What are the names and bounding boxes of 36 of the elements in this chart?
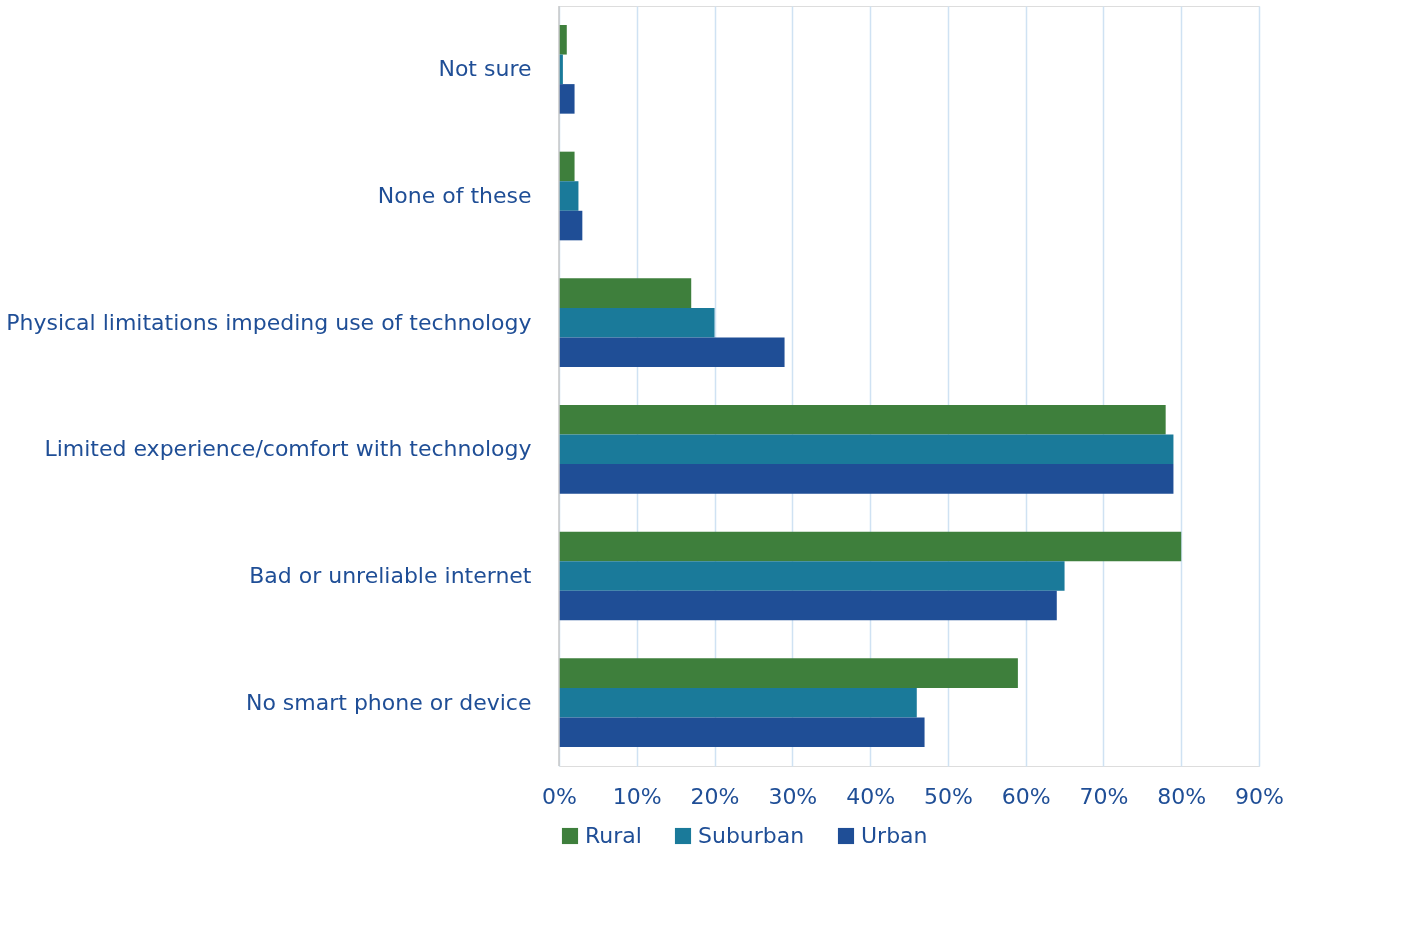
x-tick-label: 30% (768, 783, 818, 809)
bar (559, 687, 917, 718)
bar (559, 658, 1018, 688)
x-tick-label: 70% (1079, 783, 1129, 809)
x-tick-label: 0% (542, 783, 577, 809)
x-tick-label: 90% (1235, 783, 1284, 809)
bar (559, 278, 692, 308)
y-tick-label: Limited experience/comfort with technology (44, 436, 532, 462)
legend-label: Urban (861, 823, 928, 848)
legend-label: Rural (585, 823, 642, 848)
bar (559, 25, 567, 55)
bar (559, 405, 1166, 435)
bar (559, 181, 579, 211)
y-tick-label: No smart phone or device (245, 689, 532, 715)
bar (559, 561, 1065, 591)
bar (559, 590, 1057, 621)
bar (559, 434, 1174, 465)
bar (559, 531, 1182, 562)
y-tick-label: Not sure (438, 56, 532, 82)
bar (559, 717, 925, 747)
x-tick-label: 10% (612, 783, 662, 809)
y-tick-label: None of these (377, 183, 532, 208)
x-tick-label: 80% (1157, 783, 1207, 809)
bar (559, 210, 583, 241)
legend-label: Suburban (698, 823, 805, 848)
y-tick-label: Bad or unreliable internet (249, 563, 532, 588)
x-tick-label: 50% (923, 783, 973, 809)
bar (559, 151, 575, 182)
y-tick-label: Physical limitations impeding use of technology (6, 309, 532, 335)
x-tick-label: 40% (846, 783, 896, 809)
x-tick-label: 20% (690, 783, 740, 809)
bar (559, 337, 785, 367)
x-tick-label: 60% (1001, 783, 1051, 809)
bar (559, 84, 575, 114)
bar (559, 307, 715, 338)
bar (559, 464, 1174, 494)
